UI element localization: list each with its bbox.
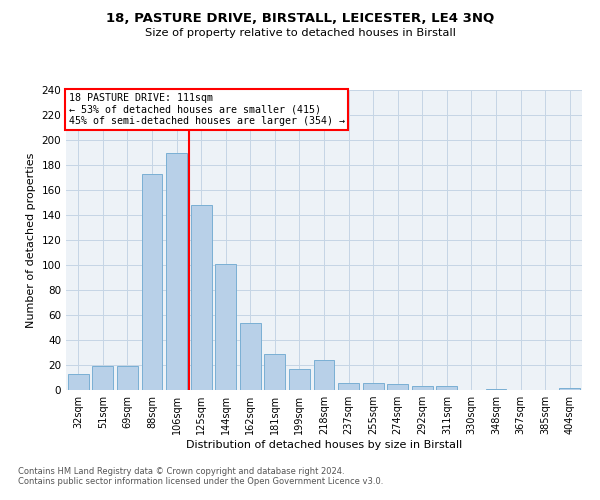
Bar [240,322,261,390]
Bar [117,366,138,390]
Bar [314,360,334,390]
Text: Contains HM Land Registry data © Crown copyright and database right 2024.: Contains HM Land Registry data © Crown c… [18,467,344,476]
Text: Contains public sector information licensed under the Open Government Licence v3: Contains public sector information licen… [18,477,383,486]
Bar [68,374,89,390]
Bar [412,386,433,390]
Bar [485,389,506,390]
Bar [265,354,286,390]
Bar [215,264,236,390]
Bar [338,382,359,390]
Bar [191,205,212,390]
Text: 18, PASTURE DRIVE, BIRSTALL, LEICESTER, LE4 3NQ: 18, PASTURE DRIVE, BIRSTALL, LEICESTER, … [106,12,494,26]
Bar [166,152,187,390]
Bar [387,384,408,390]
Y-axis label: Number of detached properties: Number of detached properties [26,152,36,328]
Bar [436,386,457,390]
X-axis label: Distribution of detached houses by size in Birstall: Distribution of detached houses by size … [186,440,462,450]
Bar [289,369,310,390]
Bar [142,174,163,390]
Text: 18 PASTURE DRIVE: 111sqm
← 53% of detached houses are smaller (415)
45% of semi-: 18 PASTURE DRIVE: 111sqm ← 53% of detach… [68,93,344,126]
Bar [362,382,383,390]
Bar [92,366,113,390]
Bar [559,388,580,390]
Text: Size of property relative to detached houses in Birstall: Size of property relative to detached ho… [145,28,455,38]
